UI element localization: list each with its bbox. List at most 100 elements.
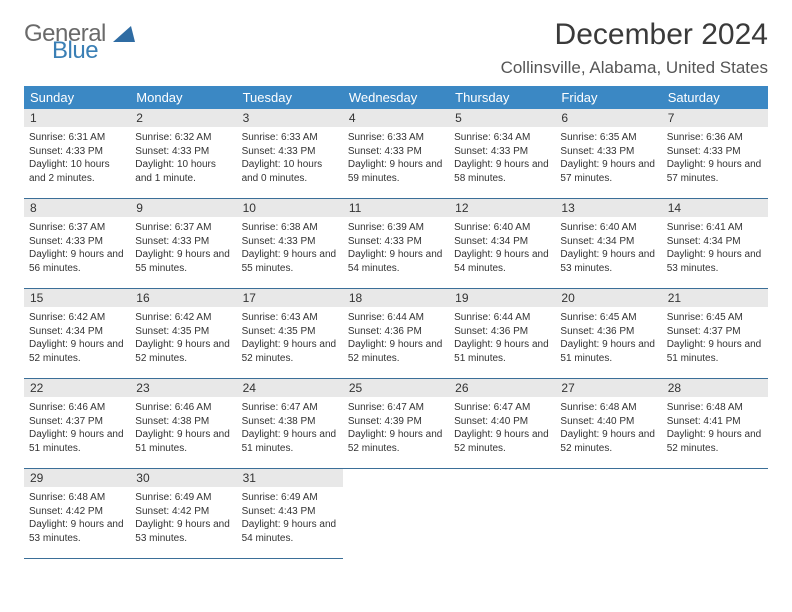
sunrise-text: Sunrise: 6:36 AM <box>667 131 763 145</box>
weekday-header: Wednesday <box>343 86 449 109</box>
calendar-week-row: 1Sunrise: 6:31 AMSunset: 4:33 PMDaylight… <box>24 109 768 199</box>
calendar-day-cell: 23Sunrise: 6:46 AMSunset: 4:38 PMDayligh… <box>130 379 236 469</box>
sunrise-text: Sunrise: 6:39 AM <box>348 221 444 235</box>
sunset-text: Sunset: 4:33 PM <box>29 145 125 159</box>
calendar-empty-cell <box>662 469 768 559</box>
sunset-text: Sunset: 4:42 PM <box>29 505 125 519</box>
sunrise-text: Sunrise: 6:35 AM <box>560 131 656 145</box>
calendar-day-cell: 24 Sunrise: 6:47 AMSunset: 4:38 PMDayligh… <box>237 379 343 469</box>
day-details: Sunrise: 6:40 AMSunset: 4:34 PMDaylight:… <box>449 217 555 281</box>
calendar-day-cell: 20Sunrise: 6:45 AMSunset: 4:36 PMDayligh… <box>555 289 661 379</box>
sunrise-text: Sunrise: 6:48 AM <box>29 491 125 505</box>
day-number: 15 <box>24 289 130 307</box>
day-number: 7 <box>662 109 768 127</box>
day-details: Sunrise: 6:34 AMSunset: 4:33 PMDaylight:… <box>449 127 555 191</box>
day-details: Sunrise: 6:42 AMSunset: 4:34 PMDaylight:… <box>24 307 130 371</box>
daylight-text: Daylight: 9 hours and 51 minutes. <box>135 428 231 455</box>
day-details: Sunrise: 6:41 AMSunset: 4:34 PMDaylight:… <box>662 217 768 281</box>
sunset-text: Sunset: 4:33 PM <box>242 145 338 159</box>
sunset-text: Sunset: 4:40 PM <box>454 415 550 429</box>
calendar-day-cell: 13Sunrise: 6:40 AMSunset: 4:34 PMDayligh… <box>555 199 661 289</box>
daylight-text: Daylight: 9 hours and 56 minutes. <box>29 248 125 275</box>
daylight-text: Daylight: 9 hours and 53 minutes. <box>560 248 656 275</box>
daylight-text: Daylight: 9 hours and 55 minutes. <box>242 248 338 275</box>
title-block: December 2024 Collinsville, Alabama, Uni… <box>501 18 768 78</box>
calendar-day-cell: 10Sunrise: 6:38 AMSunset: 4:33 PMDayligh… <box>237 199 343 289</box>
calendar-day-cell: 29Sunrise: 6:48 AMSunset: 4:42 PMDayligh… <box>24 469 130 559</box>
sunset-text: Sunset: 4:33 PM <box>348 145 444 159</box>
calendar-day-cell: 22Sunrise: 6:46 AMSunset: 4:37 PMDayligh… <box>24 379 130 469</box>
sunset-text: Sunset: 4:43 PM <box>242 505 338 519</box>
daylight-text: Daylight: 10 hours and 2 minutes. <box>29 158 125 185</box>
daylight-text: Daylight: 9 hours and 52 minutes. <box>242 338 338 365</box>
sunrise-text: Sunrise: 6:38 AM <box>242 221 338 235</box>
sunset-text: Sunset: 4:35 PM <box>135 325 231 339</box>
day-number: 16 <box>130 289 236 307</box>
sunset-text: Sunset: 4:38 PM <box>242 415 338 429</box>
sunset-text: Sunset: 4:34 PM <box>560 235 656 249</box>
day-details: Sunrise: 6:48 AMSunset: 4:41 PMDaylight:… <box>662 397 768 461</box>
daylight-text: Daylight: 9 hours and 51 minutes. <box>667 338 763 365</box>
sunrise-text: Sunrise: 6:40 AM <box>560 221 656 235</box>
day-number: 2 <box>130 109 236 127</box>
day-details: Sunrise: 6:45 AMSunset: 4:37 PMDaylight:… <box>662 307 768 371</box>
daylight-text: Daylight: 10 hours and 1 minute. <box>135 158 231 185</box>
calendar-day-cell: 9Sunrise: 6:37 AMSunset: 4:33 PMDaylight… <box>130 199 236 289</box>
daylight-text: Daylight: 9 hours and 52 minutes. <box>29 338 125 365</box>
weekday-header: Thursday <box>449 86 555 109</box>
day-number: 20 <box>555 289 661 307</box>
daylight-text: Daylight: 9 hours and 53 minutes. <box>135 518 231 545</box>
sunset-text: Sunset: 4:33 PM <box>29 235 125 249</box>
day-number: 25 <box>343 379 449 397</box>
sunrise-text: Sunrise: 6:32 AM <box>135 131 231 145</box>
sunset-text: Sunset: 4:36 PM <box>560 325 656 339</box>
sunrise-text: Sunrise: 6:49 AM <box>135 491 231 505</box>
sunrise-text: Sunrise: 6:37 AM <box>135 221 231 235</box>
weekday-header-row: SundayMondayTuesdayWednesdayThursdayFrid… <box>24 86 768 109</box>
day-details: Sunrise: 6:40 AMSunset: 4:34 PMDaylight:… <box>555 217 661 281</box>
sunset-text: Sunset: 4:33 PM <box>135 235 231 249</box>
day-details: Sunrise: 6:44 AMSunset: 4:36 PMDaylight:… <box>449 307 555 371</box>
day-details: Sunrise: 6:48 AMSunset: 4:40 PMDaylight:… <box>555 397 661 461</box>
sunset-text: Sunset: 4:33 PM <box>135 145 231 159</box>
day-details: Sunrise: 6:48 AMSunset: 4:42 PMDaylight:… <box>24 487 130 551</box>
day-number: 14 <box>662 199 768 217</box>
day-number: 27 <box>555 379 661 397</box>
daylight-text: Daylight: 9 hours and 53 minutes. <box>29 518 125 545</box>
sunrise-text: Sunrise: 6:37 AM <box>29 221 125 235</box>
day-number: 17 <box>237 289 343 307</box>
weekday-header: Monday <box>130 86 236 109</box>
day-number: 26 <box>449 379 555 397</box>
day-details: Sunrise: 6:35 AMSunset: 4:33 PMDaylight:… <box>555 127 661 191</box>
sunrise-text: Sunrise: 6:47 AM <box>242 401 338 415</box>
triangle-icon <box>113 26 135 45</box>
daylight-text: Daylight: 9 hours and 52 minutes. <box>348 338 444 365</box>
calendar-day-cell: 17Sunrise: 6:43 AMSunset: 4:35 PMDayligh… <box>237 289 343 379</box>
day-number: 18 <box>343 289 449 307</box>
sunset-text: Sunset: 4:41 PM <box>667 415 763 429</box>
calendar-day-cell: 27Sunrise: 6:48 AMSunset: 4:40 PMDayligh… <box>555 379 661 469</box>
sunrise-text: Sunrise: 6:48 AM <box>667 401 763 415</box>
calendar-empty-cell <box>449 469 555 559</box>
sunrise-text: Sunrise: 6:45 AM <box>560 311 656 325</box>
daylight-text: Daylight: 9 hours and 52 minutes. <box>454 428 550 455</box>
sunrise-text: Sunrise: 6:42 AM <box>135 311 231 325</box>
calendar-week-row: 29Sunrise: 6:48 AMSunset: 4:42 PMDayligh… <box>24 469 768 559</box>
daylight-text: Daylight: 9 hours and 52 minutes. <box>135 338 231 365</box>
weekday-header: Friday <box>555 86 661 109</box>
sunset-text: Sunset: 4:34 PM <box>667 235 763 249</box>
daylight-text: Daylight: 9 hours and 53 minutes. <box>667 248 763 275</box>
day-details: Sunrise: 6:37 AMSunset: 4:33 PMDaylight:… <box>130 217 236 281</box>
daylight-text: Daylight: 9 hours and 51 minutes. <box>242 428 338 455</box>
location-subtitle: Collinsville, Alabama, United States <box>501 58 768 78</box>
day-details: Sunrise: 6:44 AMSunset: 4:36 PMDaylight:… <box>343 307 449 371</box>
calendar-day-cell: 26Sunrise: 6:47 AMSunset: 4:40 PMDayligh… <box>449 379 555 469</box>
day-number: 24 <box>237 379 343 397</box>
sunrise-text: Sunrise: 6:46 AM <box>29 401 125 415</box>
daylight-text: Daylight: 9 hours and 51 minutes. <box>454 338 550 365</box>
sunrise-text: Sunrise: 6:41 AM <box>667 221 763 235</box>
calendar-day-cell: 15Sunrise: 6:42 AMSunset: 4:34 PMDayligh… <box>24 289 130 379</box>
day-number: 22 <box>24 379 130 397</box>
daylight-text: Daylight: 9 hours and 52 minutes. <box>560 428 656 455</box>
calendar-day-cell: 8Sunrise: 6:37 AMSunset: 4:33 PMDaylight… <box>24 199 130 289</box>
